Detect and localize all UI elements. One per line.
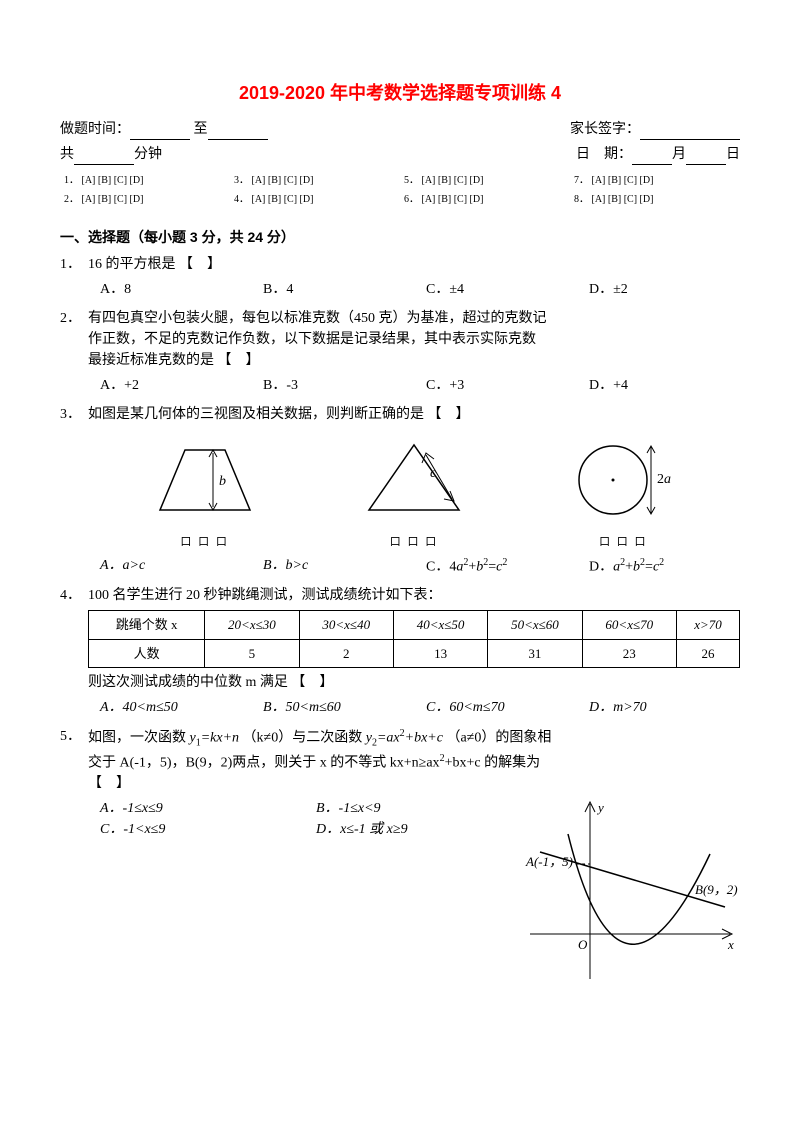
q4-opt-c[interactable]: C．60<m≤70 (414, 697, 577, 718)
q4-number: 4． (60, 585, 88, 720)
table-cell: 2 (299, 639, 393, 668)
table-cell: 人数 (89, 639, 205, 668)
table-header: 20<x≤30 (205, 611, 299, 640)
q5-opt-b[interactable]: B．-1≤x<9 (304, 798, 520, 819)
question-2: 2． 有四包真空小包装火腿，每包以标准克数（450 克）为基准，超过的克数记 作… (60, 308, 740, 398)
q2-opt-b[interactable]: B．-3 (251, 375, 414, 396)
q2-opt-d[interactable]: D．+4 (577, 375, 740, 396)
table-header: 30<x≤40 (299, 611, 393, 640)
answer-item[interactable]: 7． [A] [B] [C] [D] (570, 171, 740, 190)
bracket-icon: 【 】 (218, 353, 260, 368)
bracket-icon: 【 】 (428, 407, 470, 422)
table-header: x>70 (676, 611, 739, 640)
q1-opt-a[interactable]: A．8 (88, 279, 251, 300)
answer-item[interactable]: 4． [A] [B] [C] [D] (230, 190, 400, 209)
q3-opt-b[interactable]: B．b>c (251, 555, 414, 578)
table-cell: 13 (393, 639, 487, 668)
q4-tail: 则这次测试成绩的中位数 m 满足 (88, 675, 288, 690)
q4-stem: 100 名学生进行 20 秒钟跳绳测试，测试成绩统计如下表： (88, 585, 740, 606)
table-cell: 26 (676, 639, 739, 668)
page-title: 2019-2020 年中考数学选择题专项训练 4 (60, 80, 740, 107)
bracket-icon: 【 】 (179, 257, 221, 272)
svg-text:A(-1，5): A(-1，5) (525, 854, 573, 869)
top-view-icon: 2a 口 口 口 (563, 435, 683, 551)
table-header: 跳绳个数 x (89, 611, 205, 640)
svg-text:b: b (219, 474, 226, 489)
q2-line3: 最接近标准克数的是 【 】 (88, 350, 740, 371)
time-label: 做题时间： 至 (60, 119, 268, 140)
q3-figures: b 口 口 口 c 口 口 口 (100, 435, 728, 551)
q2-line2: 作正数，不足的克数记作负数，以下数据是记录结果，其中表示实际克数 (88, 329, 740, 350)
question-5: 5． 如图，一次函数 y1=kx+n （k≠0）与二次函数 y2=ax2+bx+… (60, 726, 740, 991)
bracket-icon: 【 】 (88, 773, 740, 794)
q5-line1: 如图，一次函数 y1=kx+n （k≠0）与二次函数 y2=ax2+bx+c （… (88, 726, 740, 750)
answer-item[interactable]: 8． [A] [B] [C] [D] (570, 190, 740, 209)
question-4: 4． 100 名学生进行 20 秒钟跳绳测试，测试成绩统计如下表： 跳绳个数 x… (60, 585, 740, 720)
q2-number: 2． (60, 308, 88, 398)
q2-opt-a[interactable]: A．+2 (88, 375, 251, 396)
table-header: 50<x≤60 (488, 611, 582, 640)
table-header: 40<x≤50 (393, 611, 487, 640)
q2-opt-c[interactable]: C．+3 (414, 375, 577, 396)
svg-text:2a: 2a (657, 472, 671, 487)
q3-stem: 如图是某几何体的三视图及相关数据，则判断正确的是 (88, 407, 424, 422)
svg-text:c: c (430, 466, 437, 481)
q5-opt-a[interactable]: A．-1≤x≤9 (88, 798, 304, 819)
section-heading: 一、选择题（每小题 3 分，共 24 分） (60, 227, 740, 248)
answer-sheet: 1． [A] [B] [C] [D] 3． [A] [B] [C] [D] 5．… (60, 171, 740, 209)
q4-table: 跳绳个数 x 20<x≤30 30<x≤40 40<x≤50 50<x≤60 6… (88, 610, 740, 668)
q4-opt-a[interactable]: A．40<m≤50 (88, 697, 251, 718)
q1-opt-d[interactable]: D．±2 (577, 279, 740, 300)
front-view-icon: b 口 口 口 (145, 435, 265, 551)
side-view-icon: c 口 口 口 (354, 435, 474, 551)
q1-stem: 16 的平方根是 (88, 257, 176, 272)
q1-opt-c[interactable]: C．±4 (414, 279, 577, 300)
svg-text:O: O (578, 937, 588, 952)
q5-opt-c[interactable]: C．-1<x≤9 (88, 819, 304, 840)
answer-item[interactable]: 3． [A] [B] [C] [D] (230, 171, 400, 190)
q3-opt-a[interactable]: A．a>c (88, 555, 251, 578)
answer-item[interactable]: 5． [A] [B] [C] [D] (400, 171, 570, 190)
total-minutes: 共分钟 (60, 144, 162, 165)
table-cell: 23 (582, 639, 676, 668)
svg-text:y: y (596, 800, 604, 815)
parent-sign: 家长签字： (570, 119, 740, 140)
q3-opt-d[interactable]: D．a2+b2=c2 (577, 555, 740, 578)
answer-item[interactable]: 1． [A] [B] [C] [D] (60, 171, 230, 190)
header-row-2: 共分钟 日 期：月日 (60, 144, 740, 165)
q3-number: 3． (60, 404, 88, 579)
q5-opt-d[interactable]: D．x≤-1 或 x≥9 (304, 819, 520, 840)
q1-number: 1． (60, 254, 88, 302)
table-cell: 5 (205, 639, 299, 668)
q5-graph: y x O A(-1，5) B(9，2) (520, 794, 740, 991)
q4-opt-b[interactable]: B．50<m≤60 (251, 697, 414, 718)
question-1: 1． 16 的平方根是 【 】 A．8 B．4 C．±4 D．±2 (60, 254, 740, 302)
table-cell: 31 (488, 639, 582, 668)
q3-opt-c[interactable]: C．4a2+b2=c2 (414, 555, 577, 578)
q2-line1: 有四包真空小包装火腿，每包以标准克数（450 克）为基准，超过的克数记 (88, 308, 740, 329)
svg-text:x: x (727, 937, 734, 952)
table-header: 60<x≤70 (582, 611, 676, 640)
q5-number: 5． (60, 726, 88, 991)
date-label: 日 期：月日 (576, 144, 740, 165)
bracket-icon: 【 】 (291, 675, 333, 690)
header-row-1: 做题时间： 至 家长签字： (60, 119, 740, 140)
answer-item[interactable]: 6． [A] [B] [C] [D] (400, 190, 570, 209)
question-3: 3． 如图是某几何体的三视图及相关数据，则判断正确的是 【 】 b 口 口 口 (60, 404, 740, 579)
q5-line2: 交于 A(-1，5)，B(9，2)两点，则关于 x 的不等式 kx+n≥ax2+… (88, 751, 740, 774)
q1-opt-b[interactable]: B．4 (251, 279, 414, 300)
svg-text:B(9，2): B(9，2) (695, 882, 738, 897)
q4-opt-d[interactable]: D．m>70 (577, 697, 740, 718)
answer-item[interactable]: 2． [A] [B] [C] [D] (60, 190, 230, 209)
